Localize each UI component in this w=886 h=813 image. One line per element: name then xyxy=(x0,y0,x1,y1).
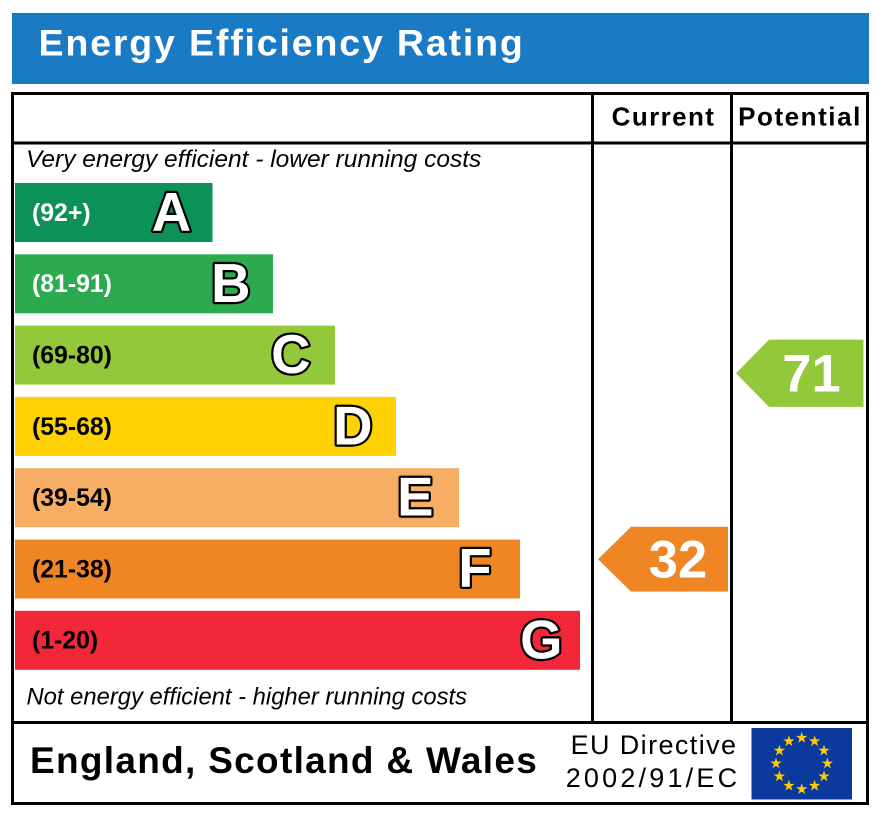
svg-text:D: D xyxy=(333,395,372,456)
svg-text:(55-68): (55-68) xyxy=(32,414,112,441)
svg-text:EU Directive: EU Directive xyxy=(571,730,738,760)
svg-text:B: B xyxy=(211,253,250,314)
svg-text:71: 71 xyxy=(782,344,840,403)
svg-text:C: C xyxy=(271,324,310,385)
svg-text:(21-38): (21-38) xyxy=(32,556,112,583)
svg-text:(1-20): (1-20) xyxy=(32,628,98,655)
svg-text:England, Scotland & Wales: England, Scotland & Wales xyxy=(30,740,538,781)
svg-text:A: A xyxy=(152,182,191,243)
svg-text:2002/91/EC: 2002/91/EC xyxy=(566,763,741,793)
svg-text:(92+): (92+) xyxy=(32,200,91,227)
svg-text:Very energy efficient - lower: Very energy efficient - lower running co… xyxy=(26,146,481,173)
svg-text:(69-80): (69-80) xyxy=(32,343,112,370)
svg-text:G: G xyxy=(520,609,562,670)
svg-text:Not energy efficient - higher: Not energy efficient - higher running co… xyxy=(27,683,468,710)
svg-text:(81-91): (81-91) xyxy=(32,271,112,298)
svg-text:Potential: Potential xyxy=(738,102,862,132)
svg-text:Energy Efficiency Rating: Energy Efficiency Rating xyxy=(39,22,525,64)
svg-text:32: 32 xyxy=(649,531,707,590)
svg-text:Current: Current xyxy=(612,102,716,132)
svg-text:(39-54): (39-54) xyxy=(32,485,112,512)
svg-text:F: F xyxy=(458,538,491,599)
svg-text:E: E xyxy=(397,467,433,528)
